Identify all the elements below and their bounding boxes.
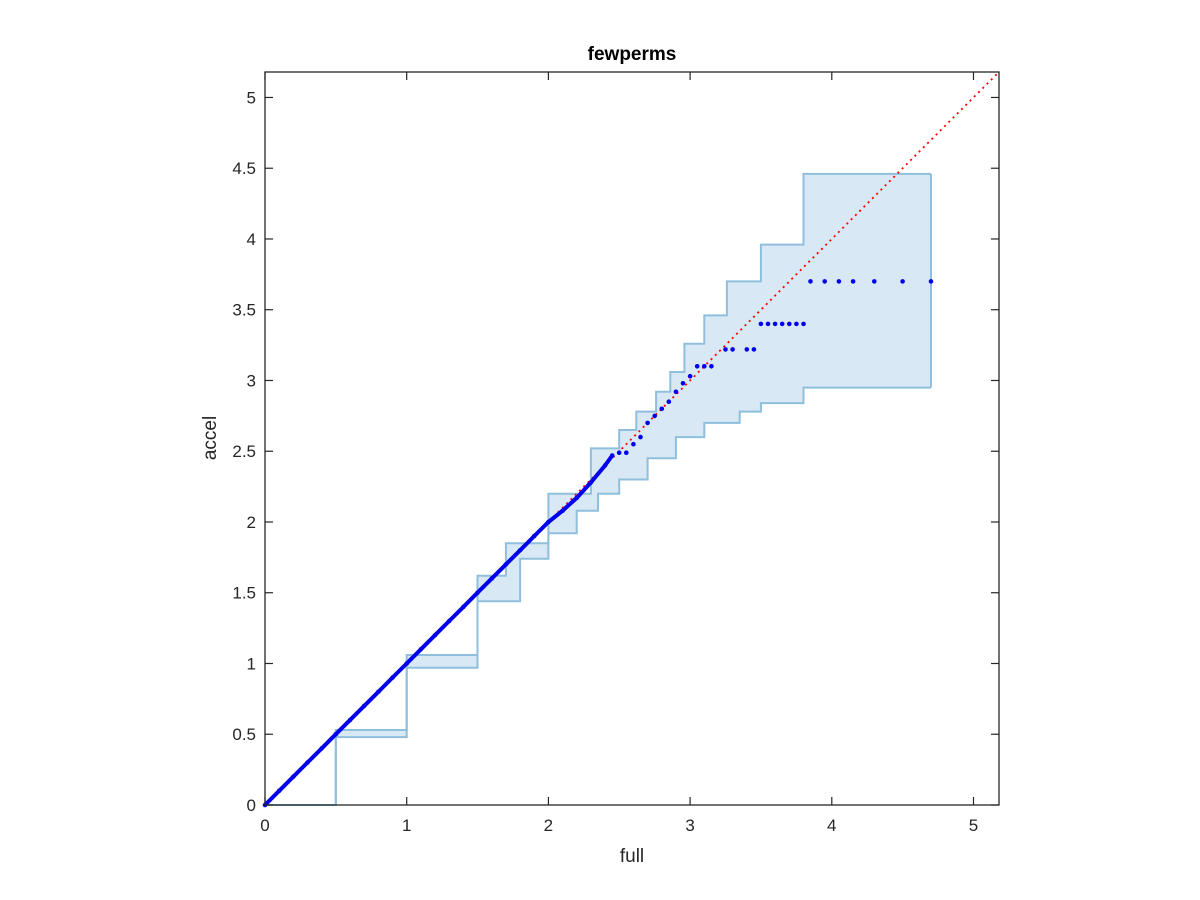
- data-point-12: [432, 632, 438, 638]
- data-point-30: [645, 420, 650, 426]
- data-point-56: [900, 279, 905, 284]
- data-point-45: [765, 321, 771, 327]
- data-point-11: [418, 647, 424, 652]
- data-point-18: [517, 548, 523, 553]
- y-tick-label-3: 1.5: [232, 584, 256, 603]
- reference-line: [264, 71, 1000, 806]
- data-point-53: [836, 279, 842, 284]
- data-point-16: [489, 576, 495, 581]
- data-trace: [263, 453, 615, 807]
- y-tick-label-8: 4: [247, 230, 256, 249]
- data-point-21: [560, 508, 565, 513]
- data-point-4: [319, 746, 325, 751]
- data-point-17: [503, 562, 509, 567]
- x-tick-label-2: 2: [544, 816, 553, 835]
- data-point-7: [361, 703, 367, 709]
- data-point-32: [659, 406, 665, 412]
- band-lower-edge: [265, 386, 931, 806]
- data-point-19: [531, 533, 537, 539]
- plot-area: 0 1 2 3 4 5 0 0.5 1 1.5 2 2.5 3 3.5 4 4.5 5: [232, 71, 1000, 835]
- y-tick-label-0: 0: [247, 796, 256, 815]
- data-point-28: [631, 441, 636, 447]
- data-point-26: [616, 450, 622, 456]
- data-point-27: [624, 450, 629, 456]
- data-point-49: [794, 321, 799, 327]
- data-point-6: [347, 717, 353, 723]
- data-point-54: [850, 279, 856, 284]
- data-point-3: [305, 760, 310, 765]
- data-point-24: [602, 463, 608, 468]
- y-tick-label-5: 2.5: [232, 442, 256, 461]
- data-point-34: [673, 389, 679, 395]
- data-point-20: [546, 519, 551, 525]
- data-point-50: [801, 321, 806, 327]
- y-axis-label: accel: [200, 416, 221, 460]
- x-axis-label: full: [620, 846, 644, 867]
- data-point-48: [787, 321, 792, 327]
- data-point-33: [666, 399, 672, 405]
- axes-box: [264, 71, 1000, 806]
- data-point-14: [461, 604, 466, 610]
- data-point-52: [822, 279, 827, 284]
- y-tick-label-1: 0.5: [232, 725, 256, 744]
- x-tick-label-1: 1: [402, 816, 411, 835]
- chart-title: fewperms: [588, 44, 677, 65]
- data-point-43: [751, 347, 757, 352]
- data-point-22: [574, 495, 579, 501]
- x-tick-label-4: 4: [827, 816, 836, 835]
- data-point-35: [680, 381, 686, 386]
- data-point-42: [744, 347, 750, 352]
- confidence-band: [265, 173, 931, 805]
- data-point-15: [475, 590, 480, 595]
- data-point-37: [694, 364, 700, 369]
- data-point-57: [928, 279, 934, 284]
- data-point-13: [446, 618, 452, 624]
- data-point-2: [291, 774, 296, 779]
- data-point-25: [609, 453, 615, 458]
- data-point-44: [758, 321, 764, 327]
- data-point-8: [376, 689, 381, 695]
- y-tick-label-10: 5: [247, 88, 256, 107]
- data-point-41: [730, 347, 735, 352]
- y-tick-label-4: 2: [247, 513, 256, 532]
- data-point-1: [276, 788, 282, 794]
- data-point-40: [723, 347, 728, 352]
- x-tick-label-3: 3: [685, 816, 694, 835]
- data-point-39: [709, 364, 714, 369]
- data-point-31: [652, 413, 657, 419]
- data-point-9: [390, 675, 395, 680]
- data-point-10: [404, 661, 410, 666]
- y-tick-label-9: 4.5: [232, 159, 256, 178]
- x-tick-label-0: 0: [260, 816, 269, 835]
- data-point-46: [772, 321, 778, 327]
- data-point-23: [588, 480, 594, 485]
- y-tick-label-7: 3.5: [232, 301, 256, 320]
- data-point-36: [687, 373, 693, 379]
- data-point-5: [333, 731, 339, 737]
- data-point-51: [808, 279, 813, 284]
- data-point-29: [638, 434, 643, 440]
- data-point-47: [779, 321, 785, 327]
- y-tick-label-6: 3: [247, 371, 256, 390]
- data-point-55: [872, 279, 877, 284]
- data-point-38: [702, 364, 707, 369]
- y-tick-label-2: 1: [247, 654, 256, 673]
- x-tick-label-5: 5: [969, 816, 978, 835]
